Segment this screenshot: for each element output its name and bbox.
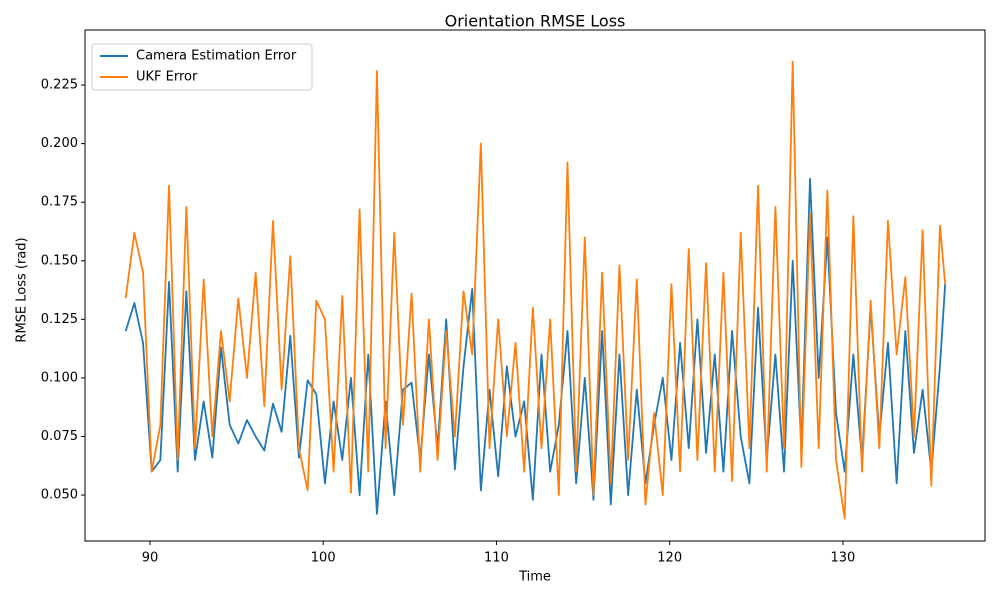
y-tick-label: 0.225 bbox=[41, 78, 78, 93]
y-axis-label: RMSE Loss (rad) bbox=[15, 237, 30, 342]
legend-label: Camera Estimation Error bbox=[136, 49, 297, 64]
plot-frame bbox=[84, 29, 986, 542]
y-tick-label: 0.050 bbox=[41, 488, 78, 503]
y-tick-label: 0.125 bbox=[41, 312, 78, 327]
x-tick-label: 90 bbox=[142, 551, 159, 566]
x-axis-label: Time bbox=[518, 570, 551, 585]
x-tick-label: 110 bbox=[484, 551, 509, 566]
y-tick-label: 0.175 bbox=[41, 195, 78, 210]
x-tick-label: 130 bbox=[831, 551, 856, 566]
legend-label: UKF Error bbox=[136, 70, 198, 85]
x-tick-label: 100 bbox=[311, 551, 336, 566]
x-tick-label: 120 bbox=[657, 551, 682, 566]
chart-title: Orientation RMSE Loss bbox=[445, 12, 626, 31]
legend-box bbox=[91, 43, 313, 91]
series-line bbox=[124, 60, 947, 520]
y-tick-label: 0.075 bbox=[41, 429, 78, 444]
y-tick-label: 0.150 bbox=[41, 253, 78, 268]
y-tick-label: 0.100 bbox=[41, 370, 78, 385]
y-tick-label: 0.200 bbox=[41, 136, 78, 151]
series-line bbox=[124, 177, 947, 515]
